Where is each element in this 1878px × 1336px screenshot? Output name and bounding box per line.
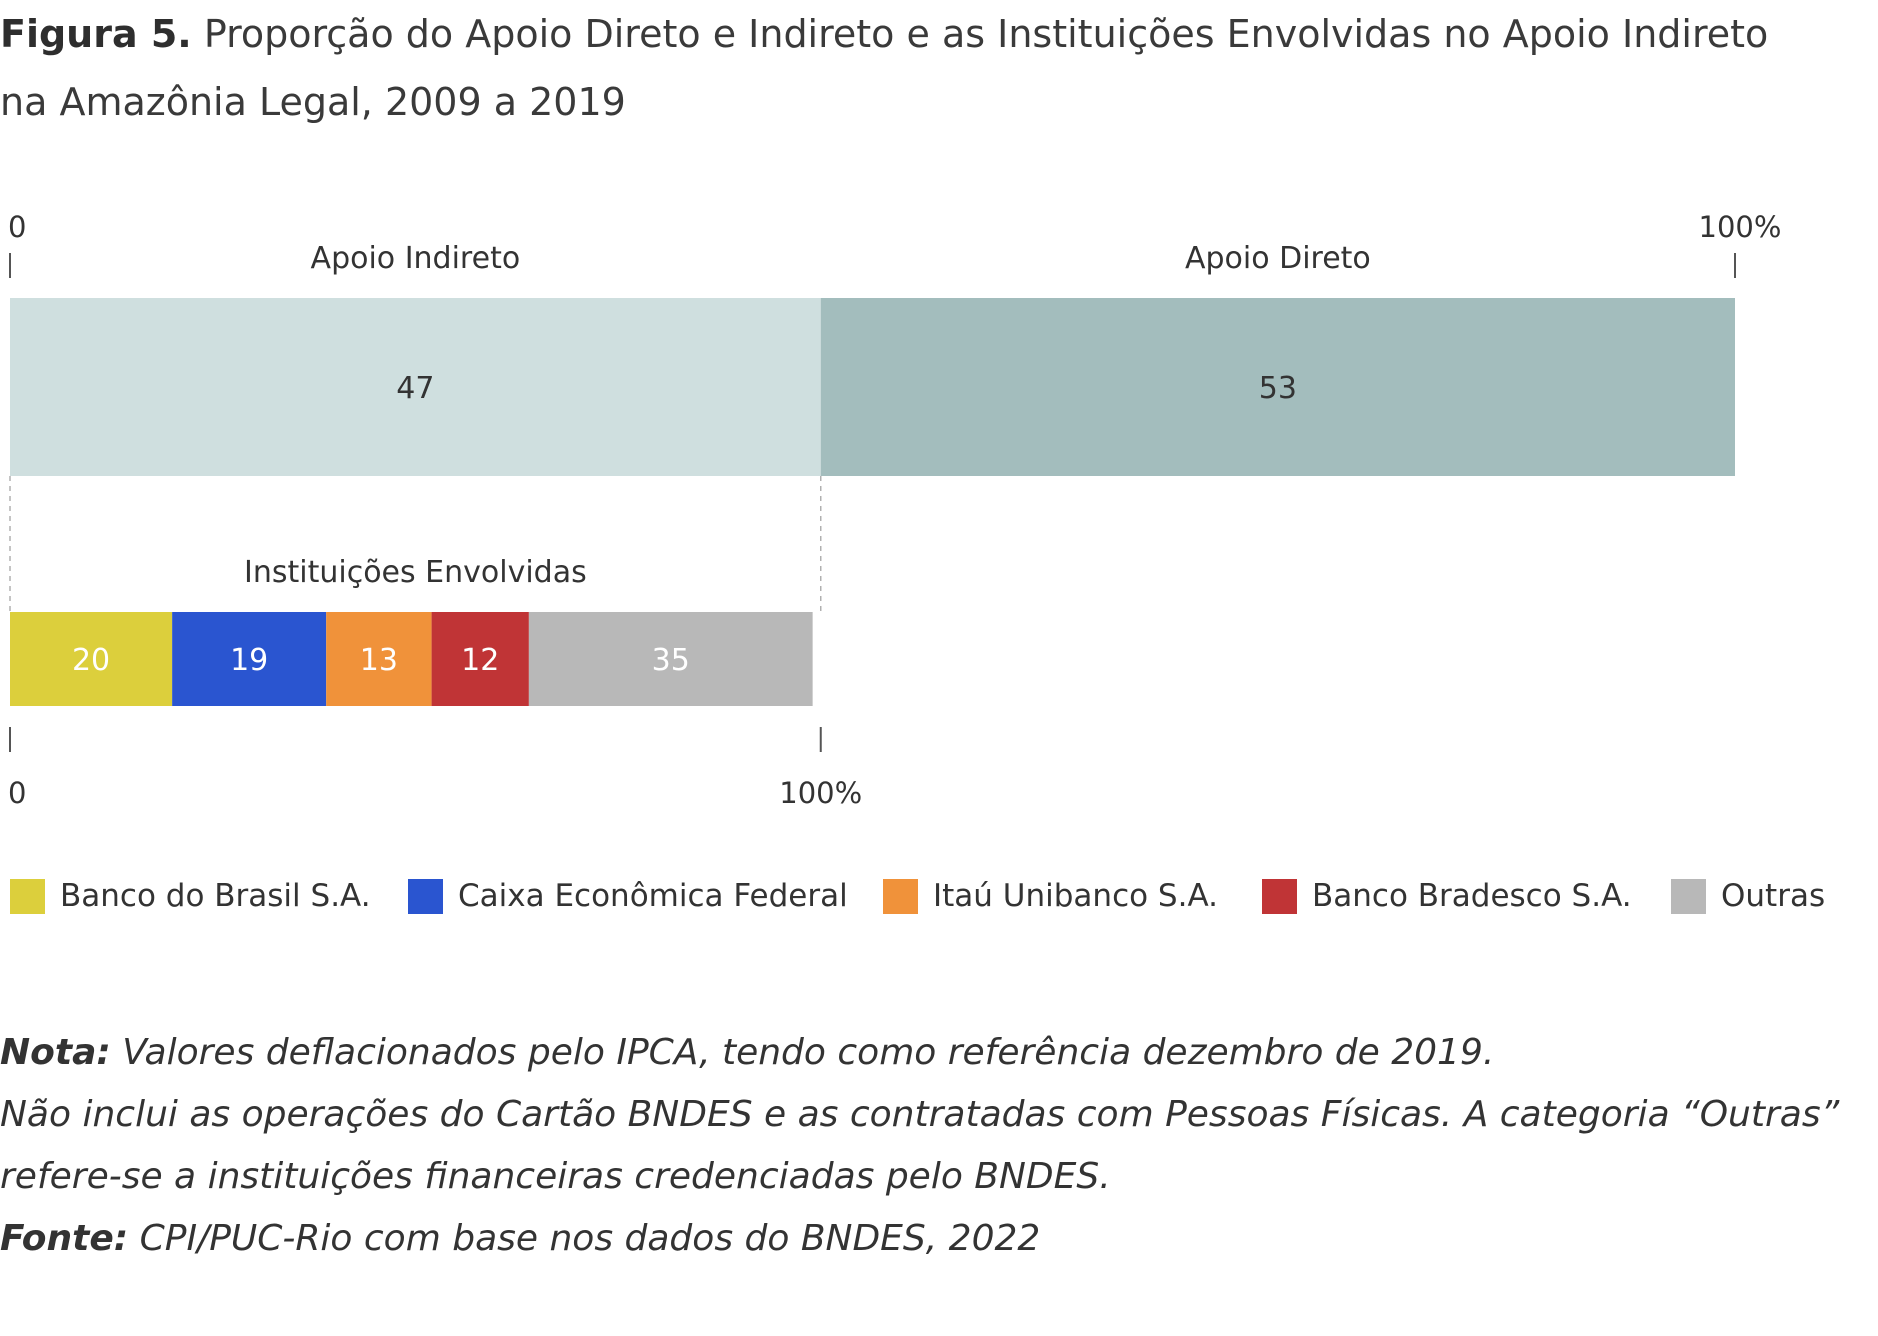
legend-item-outras: Outras <box>1671 876 1825 916</box>
legend-label: Banco Bradesco S.A. <box>1312 878 1632 914</box>
nota-line: Nota: Valores deflacionados pelo IPCA, t… <box>0 1022 1870 1084</box>
top-bar-chart: 0 100% Apoio Indireto 47 Apoio Direto 53 <box>8 210 1781 612</box>
value-label-outras: 35 <box>652 643 690 678</box>
bar-outras <box>528 612 813 706</box>
bar-banco-bradesco-s-a <box>431 612 529 706</box>
legend-label: Caixa Econômica Federal <box>458 878 848 914</box>
notes: Nota: Valores deflacionados pelo IPCA, t… <box>0 1022 1870 1270</box>
legend-swatch <box>408 878 443 914</box>
nota-label: Nota: <box>0 1032 111 1073</box>
legend-item-caixa-economica-federal: Caixa Econômica Federal <box>408 876 848 916</box>
legend: Banco do Brasil S.A. Caixa Econômica Fede… <box>10 876 1870 920</box>
top-axis-max-label: 100% <box>1699 210 1782 244</box>
nota-line-2: Não inclui as operações do Cartão BNDES … <box>0 1094 1840 1135</box>
bar-apoio-indireto <box>10 298 821 476</box>
nota-text: Valores deflacionados pelo IPCA, tendo c… <box>110 1032 1495 1073</box>
value-label-banco-do-brasil-s-a: 20 <box>72 643 110 678</box>
figure-title: Figura 5. Proporção do Apoio Direto e In… <box>0 0 1860 136</box>
top-axis-min-label: 0 <box>8 210 26 244</box>
fonte-line: Fonte: CPI/PUC-Rio com base nos dados do… <box>0 1208 1870 1270</box>
segment-label-apoio-indireto: Apoio Indireto <box>311 241 521 276</box>
value-label-apoio-indireto: 47 <box>396 371 434 406</box>
fonte-text: CPI/PUC-Rio com base nos dados do BNDES,… <box>128 1218 1041 1259</box>
legend-swatch <box>1671 878 1706 914</box>
bottom-axis-max-label: 100% <box>779 776 862 810</box>
institutions-title: Instituições Envolvidas <box>244 555 587 590</box>
fonte-label: Fonte: <box>0 1218 129 1259</box>
legend-label: Banco do Brasil S.A. <box>60 878 371 914</box>
bar-caixa-economica-federal <box>172 612 327 706</box>
value-label-banco-bradesco-s-a: 12 <box>461 643 499 678</box>
title-line-2: na Amazônia Legal, 2009 a 2019 <box>0 80 626 124</box>
stacked-bar-chart: 0 100% Apoio Indireto 47 Apoio Direto 53 Inst… <box>8 210 1781 810</box>
bar-banco-do-brasil-s-a <box>10 612 173 706</box>
title-text: Proporção do Apoio Direto e Indireto e a… <box>203 12 1769 56</box>
institutions-bar-chart: Instituições Envolvidas 20 19 13 12 35 0 100% <box>8 555 862 810</box>
segment-label-apoio-direto: Apoio Direto <box>1185 241 1371 276</box>
value-label-itau-unibanco-s-a: 13 <box>360 643 398 678</box>
legend-swatch <box>1262 878 1297 914</box>
legend-item-banco-do-brasil-s-a: Banco do Brasil S.A. <box>10 876 371 916</box>
figure-number: Figura 5. <box>0 12 192 56</box>
title-line-1: Figura 5. Proporção do Apoio Direto e In… <box>0 0 1860 68</box>
nota-line-3: refere-se a instituições financeiras cre… <box>0 1156 1111 1197</box>
bottom-axis-min-label: 0 <box>8 776 26 810</box>
bar-itau-unibanco-s-a <box>326 612 432 706</box>
value-label-caixa-economica-federal: 19 <box>230 643 268 678</box>
legend-label: Outras <box>1721 878 1826 914</box>
legend-item-itau-unibanco-s-a: Itaú Unibanco S.A. <box>883 876 1218 916</box>
bar-apoio-direto <box>820 298 1735 476</box>
legend-label: Itaú Unibanco S.A. <box>933 878 1218 914</box>
legend-swatch <box>883 878 918 914</box>
legend-swatch <box>10 878 45 914</box>
legend-item-banco-bradesco-s-a: Banco Bradesco S.A. <box>1262 876 1632 916</box>
value-label-apoio-direto: 53 <box>1259 371 1297 406</box>
